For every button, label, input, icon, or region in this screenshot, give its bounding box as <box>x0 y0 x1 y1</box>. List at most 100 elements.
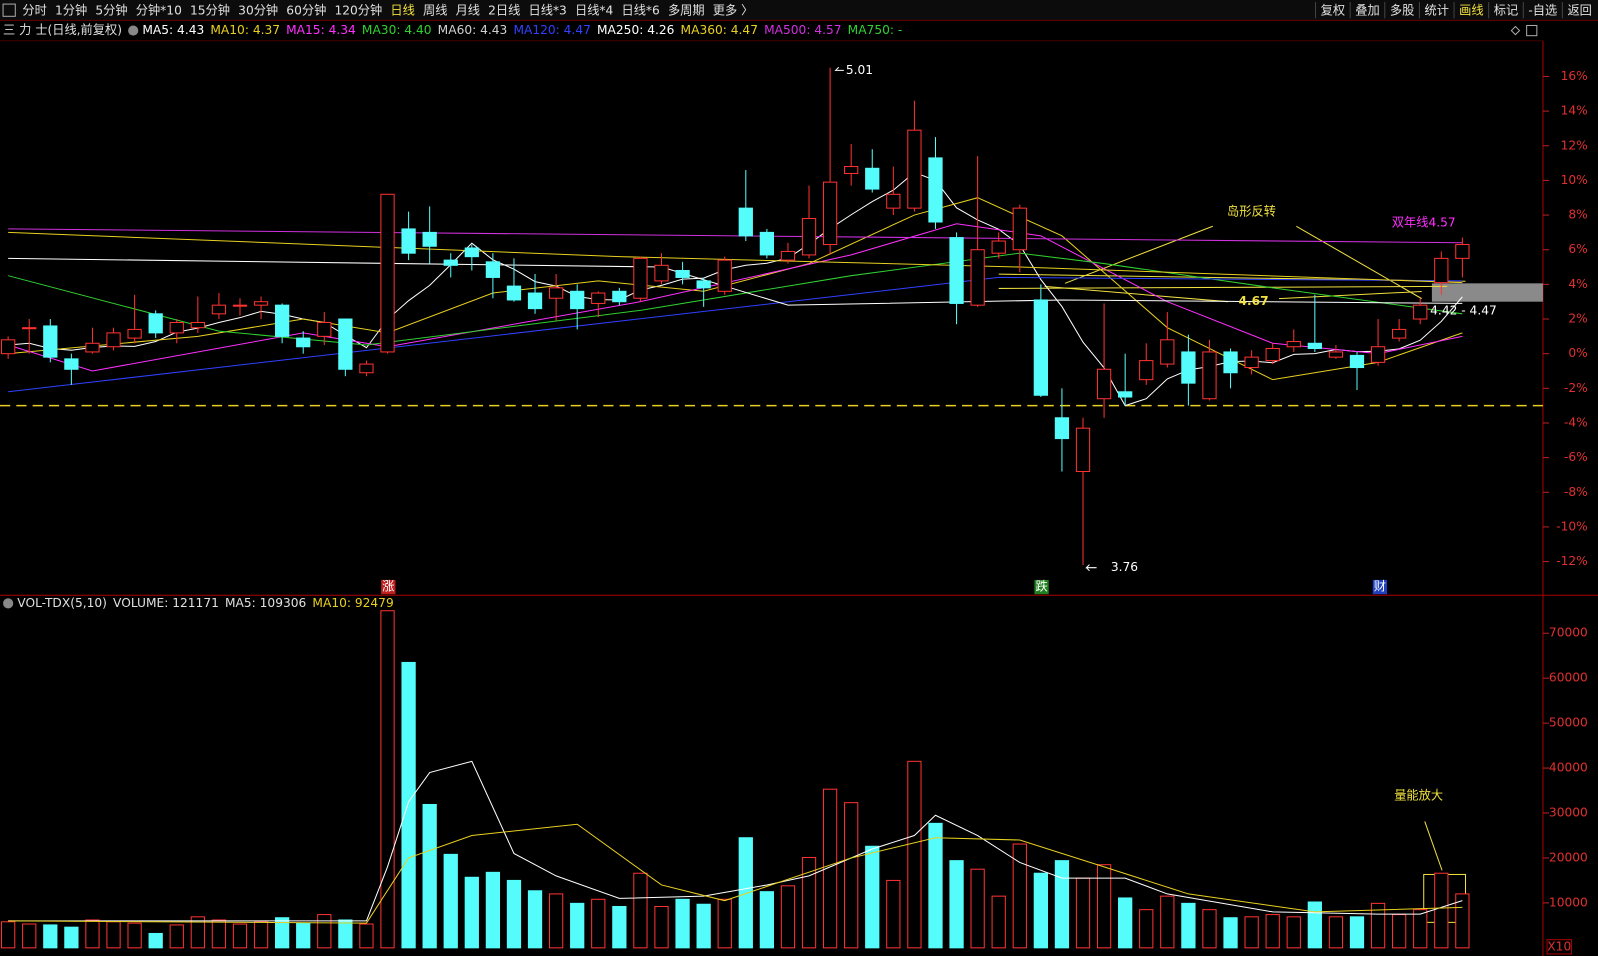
candle-body <box>570 290 585 310</box>
volume-bar <box>232 923 248 949</box>
candle-body <box>527 292 543 310</box>
volume-bar <box>1434 872 1449 949</box>
tool-button[interactable]: -自选 <box>1528 4 1557 18</box>
candle-body <box>211 304 227 315</box>
volume-bar <box>127 922 142 949</box>
tool-button[interactable]: 标记 <box>1494 4 1518 18</box>
tool-button[interactable]: 统计 <box>1425 4 1449 18</box>
candle-body <box>1118 391 1133 398</box>
candle-body <box>801 218 817 256</box>
volume-bar <box>865 845 880 949</box>
volume-bar <box>759 891 775 949</box>
volume-bar <box>612 905 627 949</box>
tool-button[interactable]: 返回 <box>1567 4 1591 18</box>
unit-label: X10 <box>1547 939 1571 953</box>
period-tab[interactable]: 周线 <box>423 4 447 18</box>
ma-legend: MA30: 4.40 <box>362 23 432 37</box>
ma-line <box>8 823 1463 924</box>
annotation: 双年线4.57 <box>1392 216 1456 230</box>
drawn-line <box>1278 290 1422 300</box>
period-tab[interactable]: 15分钟 <box>190 3 230 18</box>
candle-body <box>844 166 859 174</box>
candle-body <box>696 280 711 289</box>
tool-button[interactable]: 画线 <box>1459 4 1483 18</box>
candle-body <box>865 167 880 190</box>
y-tick-label: 70000 <box>1549 626 1588 640</box>
period-tab[interactable]: 5分钟 <box>95 3 127 18</box>
volume-bar <box>338 919 353 949</box>
candle-body <box>253 301 269 306</box>
candle-body <box>738 207 753 237</box>
volume-bar <box>190 916 205 949</box>
event-marker-bg <box>1034 579 1049 595</box>
ma-legend: MA15: 4.34 <box>286 23 356 37</box>
pointer <box>834 66 1097 572</box>
ma-legend: MA360: 4.47 <box>681 23 758 37</box>
period-tab[interactable]: 日线*4 <box>575 4 614 18</box>
ma-legend: MA5: 4.43 <box>142 23 204 37</box>
period-tab[interactable]: 分钟*10 <box>136 3 182 18</box>
volume-bar <box>22 923 37 949</box>
candle-body <box>991 240 1006 254</box>
period-tab[interactable]: 更多 〉 <box>713 4 754 18</box>
period-tab[interactable]: 120分钟 <box>334 3 382 18</box>
ma-line <box>8 171 1463 407</box>
period-tab[interactable]: 60分钟 <box>286 3 326 18</box>
candle-body <box>1434 257 1449 284</box>
period-tab[interactable]: 日线*3 <box>529 4 567 18</box>
volume-bar <box>1012 843 1027 949</box>
volume-bar <box>1265 914 1280 949</box>
volume-bar <box>1328 916 1344 949</box>
period-tab[interactable]: 1分钟 <box>55 3 87 18</box>
y-tick-label: -6% <box>1564 450 1588 464</box>
y-tick-label: 10000 <box>1549 895 1588 909</box>
candle-body <box>1202 351 1217 400</box>
volume-bar <box>548 893 564 949</box>
period-tab[interactable]: 日线 <box>390 4 414 18</box>
candle-body <box>1349 354 1365 369</box>
legend-icon[interactable] <box>3 598 14 609</box>
period-tab[interactable]: 多周期 <box>668 4 705 18</box>
volume-bar <box>1286 916 1301 949</box>
candle-body <box>1413 304 1428 320</box>
volume-bar <box>43 924 58 949</box>
y-tick-label: -12% <box>1556 554 1588 568</box>
legend-icon[interactable] <box>128 25 139 36</box>
candle-body <box>169 321 184 334</box>
period-tab[interactable]: 2日线 <box>488 4 520 18</box>
period-tab[interactable]: 30分钟 <box>238 3 278 18</box>
candle-body <box>970 249 985 306</box>
candle-body <box>1455 244 1470 259</box>
period-tab[interactable]: 日线*6 <box>621 4 659 18</box>
annotation: 3.76 <box>1111 560 1138 574</box>
period-tab[interactable]: 分时 <box>22 4 46 18</box>
period-tab[interactable]: 月线 <box>456 4 480 18</box>
volume-bar <box>401 661 416 949</box>
volume-bar <box>844 802 859 949</box>
volume-bar <box>1139 909 1154 949</box>
tool-button[interactable]: 叠加 <box>1355 4 1379 18</box>
candle-body <box>1244 356 1259 369</box>
volume-bar <box>253 921 269 949</box>
volume-bar <box>1223 917 1238 949</box>
candle-body <box>1307 342 1322 349</box>
volume-bar <box>1118 897 1133 949</box>
candle-body <box>612 290 627 303</box>
candle-body <box>422 231 437 247</box>
tool-button[interactable]: 复权 <box>1321 4 1345 18</box>
y-tick-label: 12% <box>1561 138 1588 152</box>
candle-body <box>317 321 332 337</box>
candle-body <box>64 358 79 370</box>
menu-icon[interactable] <box>2 3 16 17</box>
icon[interactable] <box>1510 25 1521 36</box>
candle-body <box>654 264 669 282</box>
icon[interactable] <box>1526 24 1538 37</box>
volume-bar <box>422 803 437 949</box>
candle-body <box>907 129 922 209</box>
volume-bar <box>148 932 163 949</box>
candle-body <box>1181 351 1196 384</box>
tool-button[interactable]: 多股 <box>1390 4 1414 18</box>
y-tick-label: 10% <box>1561 173 1588 187</box>
volume-bar <box>106 921 121 949</box>
candle-body <box>780 250 796 261</box>
